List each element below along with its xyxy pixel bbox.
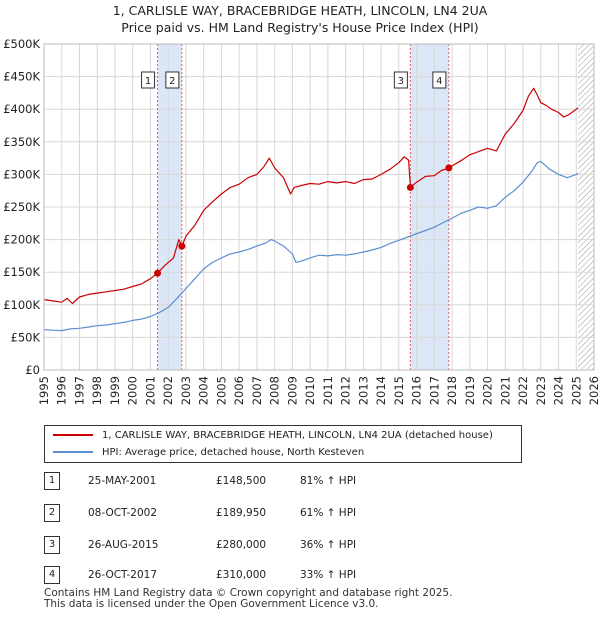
sale-marker-number: 2 [169, 76, 175, 87]
x-tick-label: 2023 [534, 376, 548, 405]
x-tick-label: 2006 [232, 376, 246, 405]
y-tick-label: £250K [3, 200, 40, 214]
sale-marker-number: 1 [145, 76, 151, 87]
y-tick-label: £100K [3, 298, 40, 312]
property-series-line [43, 87, 579, 305]
legend: 1, CARLISLE WAY, BRACEBRIDGE HEATH, LINC… [44, 425, 522, 463]
sale-marker-box [393, 71, 408, 89]
sale-hpi-change: 81% ↑ HPI [300, 475, 357, 487]
x-tick-label: 2004 [197, 376, 211, 405]
legend-label-property: 1, CARLISLE WAY, BRACEBRIDGE HEATH, LINC… [102, 430, 493, 441]
y-tick-label: £150K [3, 265, 40, 279]
x-tick-label: 2014 [374, 376, 388, 405]
sale-price: £310,000 [216, 569, 267, 581]
y-tick-label: £0 [25, 363, 40, 377]
sale-point [445, 164, 453, 172]
y-tick-label: £400K [3, 102, 40, 116]
sale-number-badge: 4 [44, 566, 60, 584]
x-tick-label: 2024 [552, 376, 566, 405]
x-tick-label: 1998 [90, 376, 104, 405]
sale-date: 08-OCT-2002 [88, 507, 157, 519]
legend-swatch-property [53, 434, 93, 436]
sale-marker-number: 3 [398, 76, 404, 87]
x-tick-label: 1995 [37, 376, 51, 405]
x-tick-label: 2000 [126, 376, 140, 405]
title-line-1: 1, CARLISLE WAY, BRACEBRIDGE HEATH, LINC… [112, 3, 488, 18]
sale-hpi-change: 36% ↑ HPI [300, 539, 357, 551]
x-tick-label: 2012 [339, 376, 353, 405]
y-tick-label: £450K [3, 70, 40, 84]
sale-number-badge: 1 [44, 472, 60, 490]
x-tick-label: 2017 [427, 376, 441, 405]
sale-marker-box [432, 71, 447, 89]
table-row: 3 26-AUG-2015 £280,000 36% ↑ HPI [44, 536, 384, 554]
table-row: 2 08-OCT-2002 £189,950 61% ↑ HPI [44, 504, 384, 522]
sale-hpi-change: 33% ↑ HPI [300, 569, 357, 581]
x-tick-label: 2022 [516, 376, 530, 405]
x-tick-label: 2018 [445, 376, 459, 405]
y-tick-label: £300K [3, 167, 40, 181]
legend-label-hpi: HPI: Average price, detached house, Nort… [102, 447, 365, 458]
sale-date: 25-MAY-2001 [88, 475, 157, 487]
x-tick-label: 2001 [143, 376, 157, 405]
sale-point [154, 269, 162, 277]
sale-number-badge: 2 [44, 504, 60, 522]
y-tick-label: £200K [3, 233, 40, 247]
sale-date: 26-AUG-2015 [88, 539, 159, 551]
x-tick-label: 2011 [321, 376, 335, 405]
x-tick-label: 2010 [303, 376, 317, 405]
legend-item-property: 1, CARLISLE WAY, BRACEBRIDGE HEATH, LINC… [53, 428, 493, 444]
sale-marker-box [141, 71, 156, 89]
sale-price: £280,000 [216, 539, 267, 551]
footer: Contains HM Land Registry data © Crown c… [44, 588, 452, 610]
sale-date: 26-OCT-2017 [88, 569, 157, 581]
x-tick-label: 2002 [161, 376, 175, 405]
x-tick-label: 2019 [463, 376, 477, 405]
sale-point [406, 183, 414, 191]
x-tick-label: 2025 [569, 376, 583, 405]
x-tick-label: 2021 [498, 376, 512, 405]
table-row: 1 25-MAY-2001 £148,500 81% ↑ HPI [44, 472, 384, 490]
y-tick-label: £500K [3, 37, 40, 51]
licence-line: This data is licensed under the Open Gov… [44, 598, 379, 610]
x-tick-label: 2007 [250, 376, 264, 405]
title-line-2: Price paid vs. HM Land Registry's House … [121, 20, 479, 35]
legend-swatch-hpi [53, 451, 93, 453]
x-tick-label: 2026 [587, 376, 600, 405]
chart-title: 1, CARLISLE WAY, BRACEBRIDGE HEATH, LINC… [0, 2, 600, 36]
x-tick-label: 1999 [108, 376, 122, 405]
x-tick-label: 2015 [392, 376, 406, 405]
price-chart: 1 2 3 4 £0 £50K £100K £150K £200K £250K £300K £350… [3, 37, 600, 405]
x-tick-label: 2016 [410, 376, 424, 405]
hpi-series-line [43, 160, 579, 332]
copyright-line: Contains HM Land Registry data © Crown c… [44, 587, 453, 599]
x-tick-label: 2008 [268, 376, 282, 405]
sale-point [178, 242, 186, 250]
y-tick-label: £350K [3, 135, 40, 149]
x-tick-label: 2013 [356, 376, 370, 405]
x-tick-label: 2020 [481, 376, 495, 405]
x-tick-label: 2005 [214, 376, 228, 405]
sale-marker-box [165, 71, 180, 89]
sale-price: £189,950 [216, 507, 267, 519]
sale-price: £148,500 [216, 475, 267, 487]
sale-hpi-change: 61% ↑ HPI [300, 507, 357, 519]
table-row: 4 26-OCT-2017 £310,000 33% ↑ HPI [44, 566, 384, 584]
y-tick-label: £50K [11, 330, 41, 344]
legend-item-hpi: HPI: Average price, detached house, Nort… [53, 445, 364, 461]
x-tick-label: 1997 [72, 376, 86, 405]
x-tick-label: 1996 [55, 376, 69, 405]
sale-number-badge: 3 [44, 536, 60, 554]
x-tick-label: 2003 [179, 376, 193, 405]
plot-frame [43, 43, 595, 371]
x-tick-label: 2009 [285, 376, 299, 405]
sale-marker-number: 4 [436, 76, 442, 87]
